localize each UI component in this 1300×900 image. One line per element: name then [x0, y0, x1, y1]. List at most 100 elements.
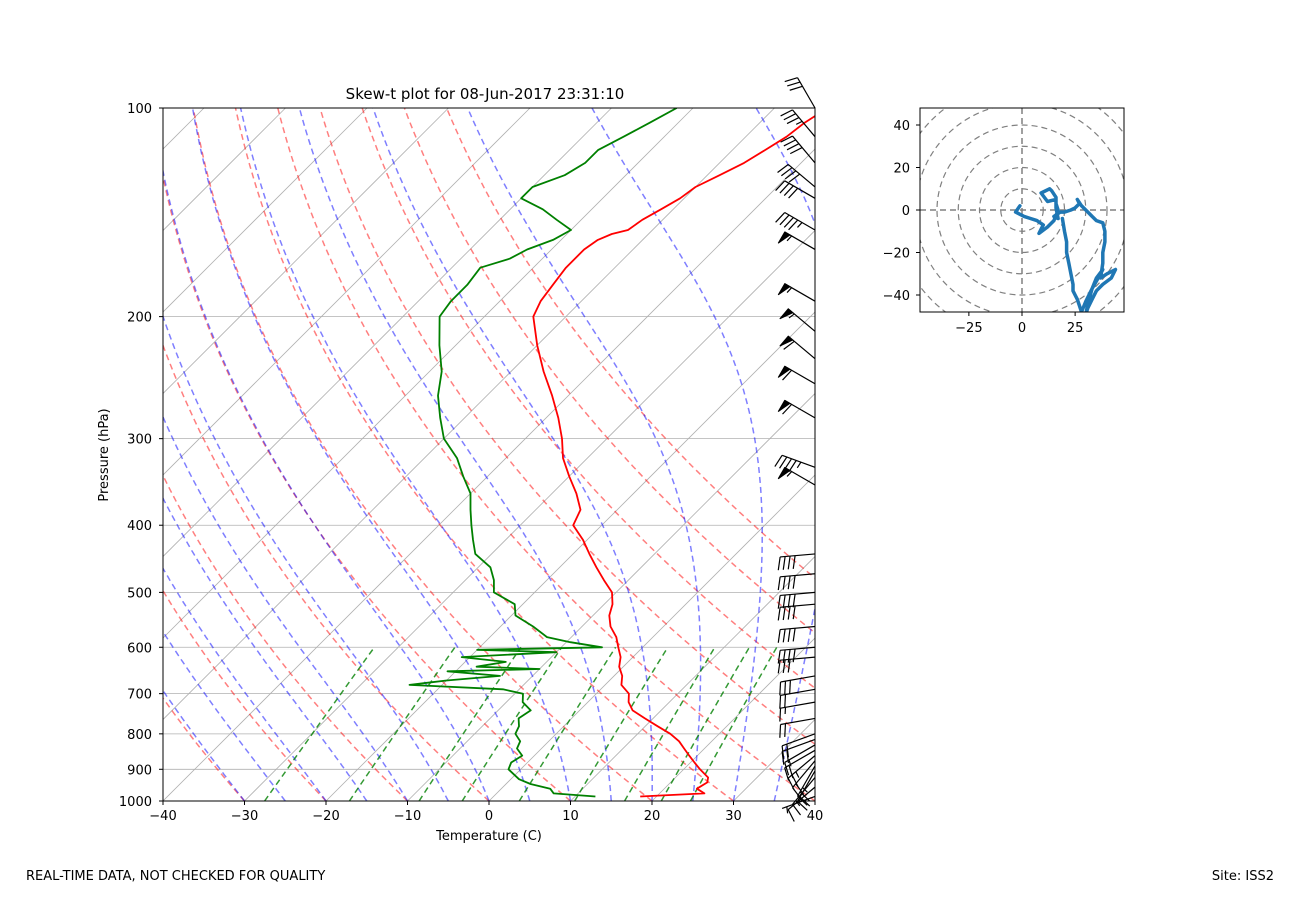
barb-half: [788, 313, 795, 319]
barb-half: [795, 800, 801, 807]
skewt-axes-frame: [162, 107, 816, 802]
hodograph-x-tick-label: 0: [1018, 321, 1026, 336]
wind-barb: [777, 399, 816, 419]
x-tick-label: 0: [485, 809, 493, 824]
barb-full: [779, 456, 788, 469]
barb-half: [788, 759, 792, 767]
skewt-title: Skew-t plot for 08-Jun-2017 23:31:10: [346, 85, 625, 103]
y-tick-label: 600: [127, 641, 152, 656]
isotherm: [570, 555, 815, 801]
barb-full: [777, 650, 781, 664]
mixing-ratio-line: [418, 646, 522, 801]
barb-staff: [787, 755, 816, 779]
wind-barb: [777, 163, 816, 188]
barb-full: [787, 556, 791, 570]
barb-full: [782, 649, 786, 664]
isotherm: [163, 108, 531, 476]
barb-full: [779, 695, 782, 709]
hodograph: −25 0 25 −40 −20 0 20 40: [883, 107, 1125, 336]
wind-barb: [796, 770, 816, 811]
dry-adiabat: [403, 108, 815, 634]
barb-staff: [781, 733, 816, 747]
barb-full: [788, 187, 799, 199]
skewt-isotherms: [163, 108, 815, 801]
barb-full: [777, 163, 789, 173]
barb-full: [782, 659, 786, 674]
barb-half: [795, 120, 803, 125]
wind-barb: [777, 553, 816, 571]
barb-full: [792, 575, 796, 589]
x-tick-label: −30: [231, 809, 258, 824]
isotherm: [407, 392, 815, 801]
wind-barb: [779, 335, 816, 360]
x-tick-label: −20: [312, 809, 339, 824]
barb-full: [784, 694, 787, 708]
barb-staff: [784, 744, 816, 763]
barb-full: [792, 555, 796, 569]
moist-adiabat: [163, 689, 246, 801]
barb-staff: [787, 164, 816, 188]
moist-adiabat: [298, 108, 613, 801]
wind-barb: [777, 656, 816, 674]
y-tick-label: 900: [127, 763, 152, 778]
barb-full: [784, 762, 790, 776]
wind-barb: [777, 466, 816, 486]
wind-barb: [777, 283, 816, 302]
mixing-ratio-line: [263, 646, 376, 801]
barb-full: [783, 113, 796, 121]
wind-barb: [775, 212, 816, 231]
barb-full: [782, 606, 786, 621]
barb-full: [780, 109, 793, 117]
barb-staff: [780, 675, 816, 683]
y-tick-label: 200: [127, 311, 152, 326]
moist-adiabat: [163, 313, 449, 801]
y-tick-label: 500: [127, 586, 152, 601]
barb-full: [782, 369, 793, 381]
dry-adiabat: [445, 108, 815, 579]
wind-barb: [784, 744, 816, 776]
barb-full: [783, 340, 795, 350]
skewt-mixing-ratio-lines: [263, 646, 778, 801]
barb-full: [783, 139, 796, 147]
skewt-y-axis-label: Pressure (hPa): [97, 408, 112, 501]
barb-full: [775, 180, 786, 191]
barb-full: [777, 576, 781, 591]
isotherm: [163, 108, 368, 313]
wind-barb: [780, 135, 816, 164]
barb-staff: [780, 625, 816, 631]
barb-full: [777, 595, 781, 609]
wind-barb: [779, 675, 816, 696]
barb-half: [796, 461, 802, 469]
wind-barb: [775, 180, 816, 199]
hodograph-x-tick-label: −25: [955, 321, 982, 336]
barb-full: [779, 681, 782, 696]
hodograph-x-tick-label: 25: [1067, 321, 1084, 336]
barb-full: [781, 745, 785, 760]
hodograph-y-tick-label: −20: [883, 247, 910, 262]
wind-barb: [784, 77, 816, 109]
wind-barb: [777, 573, 816, 591]
barb-full: [799, 796, 811, 807]
moist-adiabat: [466, 108, 702, 801]
barb-full: [788, 765, 794, 779]
isotherm: [163, 108, 775, 721]
barb-full: [797, 795, 808, 806]
x-tick-label: 30: [725, 809, 742, 824]
wind-barb: [777, 231, 816, 250]
dry-adiabat: [163, 589, 327, 801]
barb-full: [777, 660, 781, 674]
skewt-moist-adiabats: [163, 108, 815, 801]
barb-full: [797, 800, 808, 811]
barb-full: [783, 217, 794, 228]
barb-full: [792, 803, 802, 816]
barb-full: [787, 628, 791, 642]
wind-barb: [779, 701, 816, 722]
barb-flag: [777, 231, 791, 244]
barb-full: [792, 605, 796, 620]
barb-staff: [792, 109, 816, 138]
barb-half: [797, 222, 803, 228]
dry-adiabat: [163, 696, 246, 801]
barb-full: [784, 681, 787, 695]
hodograph-y-tick-label: 0: [902, 204, 910, 219]
